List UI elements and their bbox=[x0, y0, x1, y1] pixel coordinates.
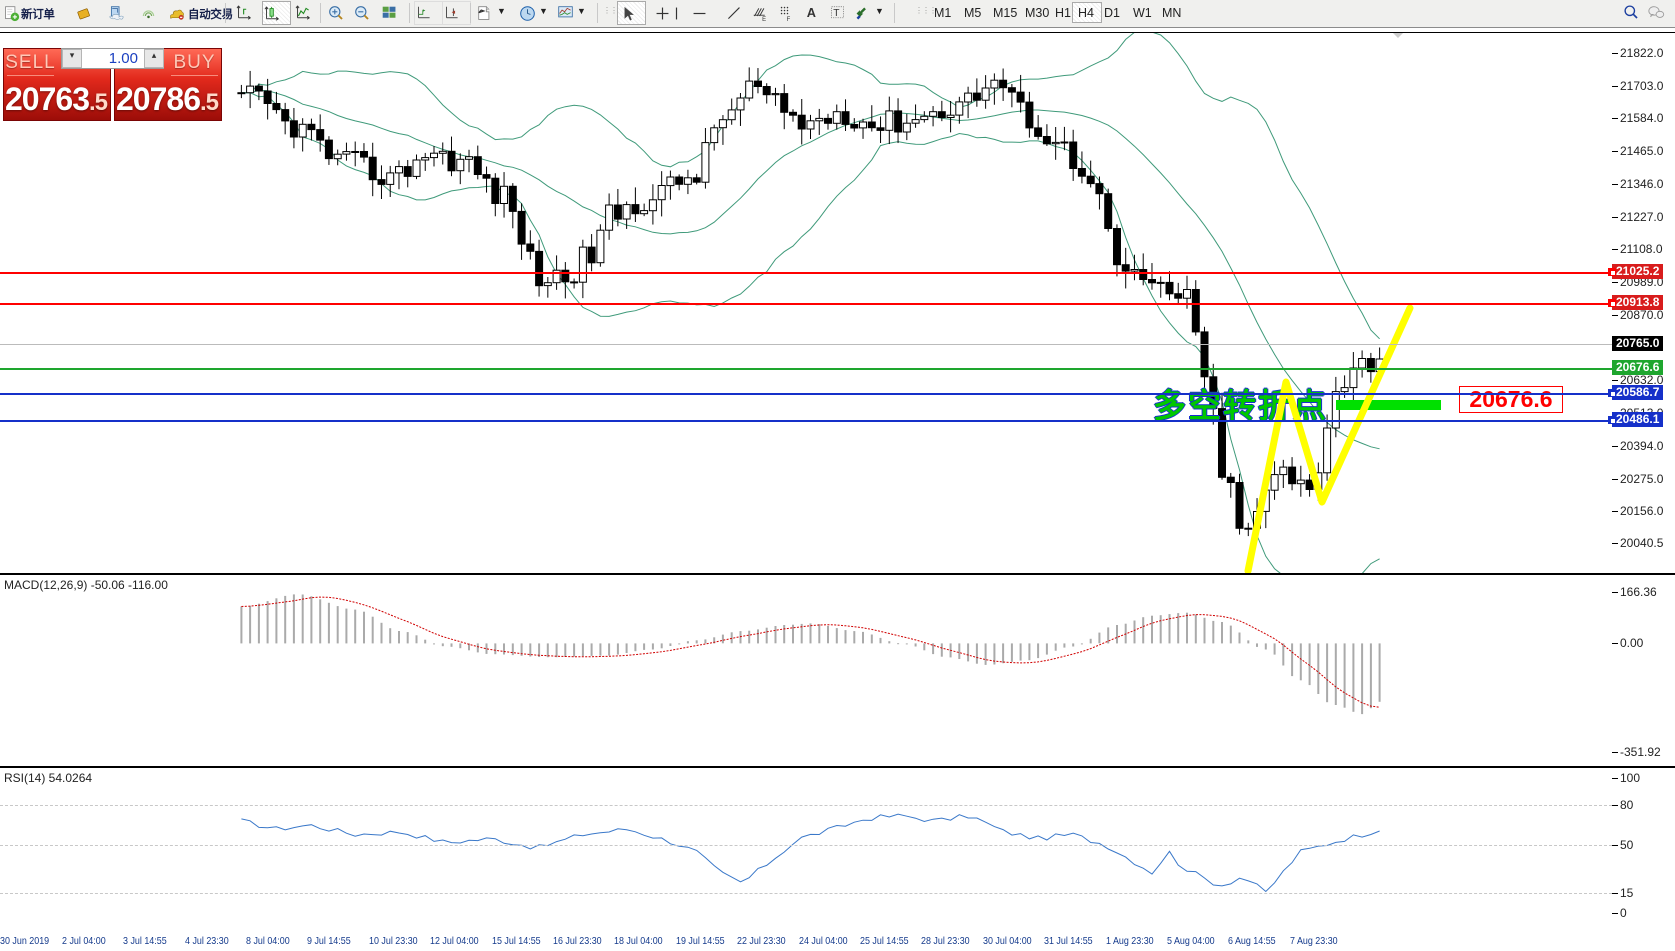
svg-text:T: T bbox=[833, 8, 839, 19]
svg-text:A: A bbox=[807, 5, 816, 20]
svg-text:F: F bbox=[787, 17, 791, 22]
svg-text:E: E bbox=[762, 17, 766, 22]
